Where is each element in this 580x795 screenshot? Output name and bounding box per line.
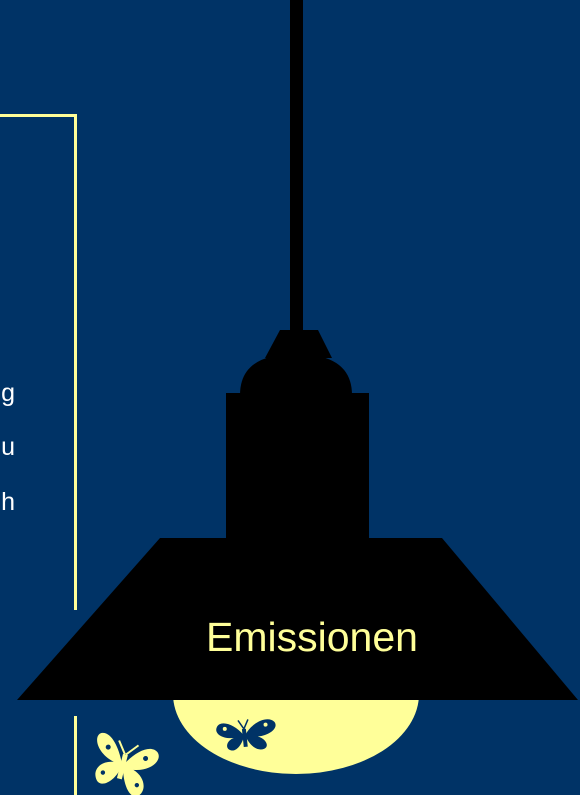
butterfly-left-icon	[86, 732, 162, 795]
lamp-cap-dome	[240, 354, 352, 395]
lamp-label-box: Emissionen	[150, 612, 474, 662]
lamp-body	[226, 393, 369, 538]
lamp-socket	[265, 330, 332, 358]
lamp-label: Emissionen	[206, 612, 418, 662]
lamp-cord	[290, 0, 303, 330]
